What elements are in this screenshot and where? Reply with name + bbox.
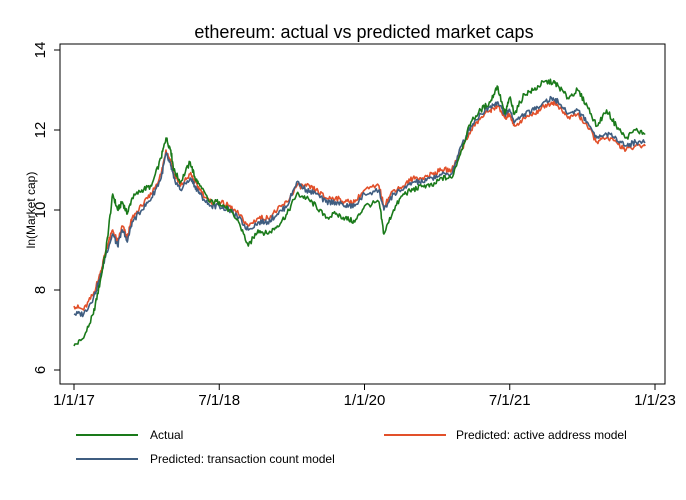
- legend-label-active-address-model: Predicted: active address model: [456, 428, 627, 442]
- legend: Actual Predicted: active address model P…: [76, 428, 627, 466]
- x-tick-label: 1/1/17: [53, 392, 95, 409]
- series-line-predicted-active-address-model: [73, 99, 646, 311]
- series-lines: [73, 78, 646, 347]
- y-tick-label: 6: [32, 366, 49, 374]
- plot-frame: [59, 43, 666, 385]
- x-tick-label: 1/1/23: [634, 392, 676, 409]
- y-tick-label: 12: [32, 122, 49, 139]
- legend-item-active-address-model: Predicted: active address model: [384, 428, 627, 442]
- series-line-predicted-transaction-count-model: [73, 95, 646, 318]
- x-tick-label: 7/1/21: [489, 392, 531, 409]
- y-axis: 6 8 10 12 14: [32, 42, 60, 374]
- x-tick-label: 1/1/20: [344, 392, 386, 409]
- legend-item-transaction-count-model: Predicted: transaction count model: [76, 452, 335, 466]
- y-axis-title: ln(Market cap): [24, 172, 38, 249]
- x-axis: 1/1/17 7/1/18 1/1/20 7/1/21 1/1/23: [53, 384, 676, 409]
- legend-label-transaction-count-model: Predicted: transaction count model: [150, 452, 335, 466]
- legend-item-actual: Actual: [76, 428, 183, 442]
- chart-title: ethereum: actual vs predicted market cap…: [194, 22, 533, 42]
- x-tick-label: 7/1/18: [198, 392, 240, 409]
- series-line-actual: [73, 78, 646, 347]
- y-tick-label: 14: [32, 42, 49, 59]
- y-tick-label: 10: [32, 202, 49, 219]
- y-tick-label: 8: [32, 286, 49, 294]
- legend-label-actual: Actual: [150, 428, 183, 442]
